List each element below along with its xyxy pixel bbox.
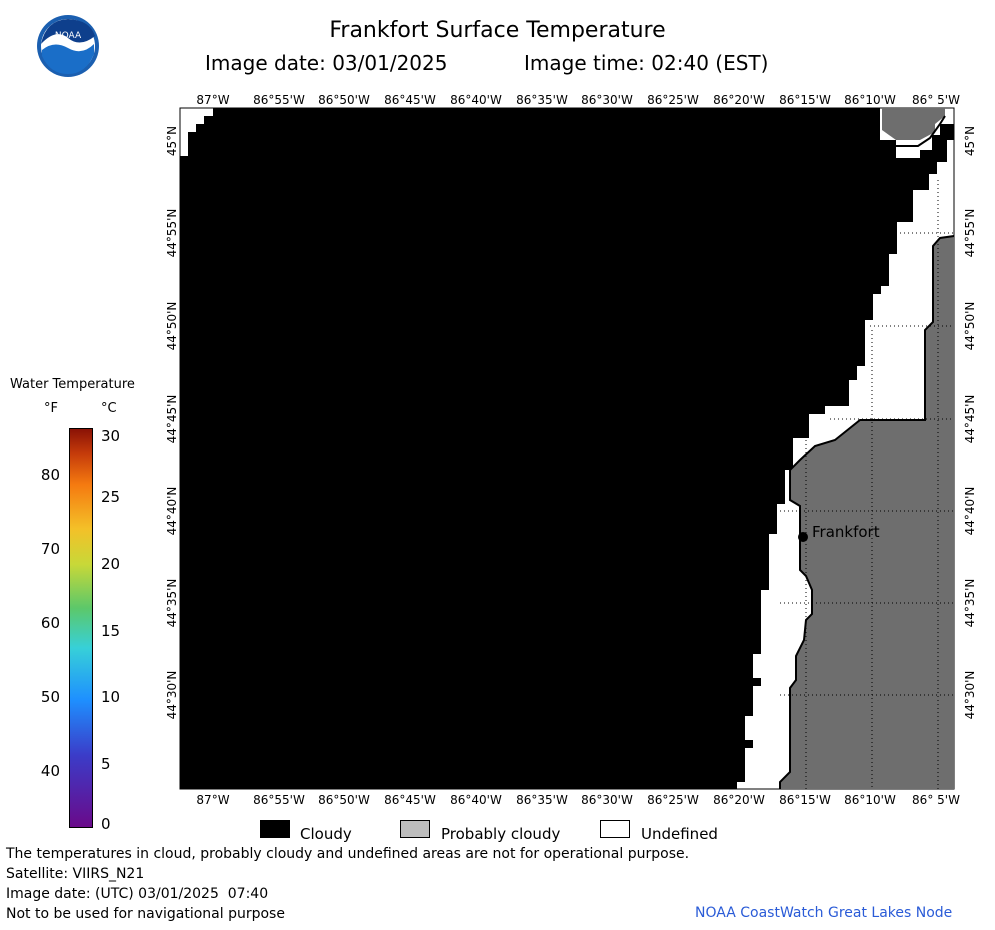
- key-swatch-cloudy: [260, 820, 290, 838]
- unit-fahrenheit: °F: [44, 401, 58, 416]
- lon-label: 86° 5'W: [912, 93, 960, 107]
- lon-label: 86°40'W: [450, 793, 502, 807]
- lat-label: 44°30'N: [963, 671, 977, 720]
- c-tick: 30: [101, 427, 121, 445]
- shoreline: [779, 235, 955, 789]
- f-tick: 40: [40, 762, 60, 780]
- key-label-undefined: Undefined: [641, 825, 718, 843]
- lon-label: 87°W: [196, 793, 229, 807]
- lon-label: 86°40'W: [450, 93, 502, 107]
- key-swatch-probably-cloudy: [400, 820, 430, 838]
- lon-label: 86°10'W: [844, 93, 896, 107]
- c-tick: 20: [101, 555, 121, 573]
- image-date: Image date: 03/01/2025: [205, 51, 448, 75]
- lon-label: 86°55'W: [253, 793, 305, 807]
- lon-label: 86°20'W: [713, 93, 765, 107]
- key-label-probably-cloudy: Probably cloudy: [441, 825, 561, 843]
- f-tick: 60: [40, 614, 60, 632]
- disclaimer-text: The temperatures in cloud, probably clou…: [6, 846, 690, 862]
- lat-label: 44°40'N: [963, 487, 977, 536]
- logo-text: NOAA: [55, 31, 82, 41]
- lat-label: 44°30'N: [165, 671, 179, 720]
- temperature-colorbar: [69, 428, 93, 828]
- cloudy-pixel: [940, 124, 954, 136]
- c-tick: 10: [101, 688, 121, 706]
- image-time: Image time: 02:40 (EST): [524, 51, 769, 75]
- c-tick: 15: [101, 622, 121, 640]
- lon-label: 86°15'W: [779, 793, 831, 807]
- lat-label: 44°40'N: [165, 487, 179, 536]
- lat-label: 44°55'N: [165, 209, 179, 258]
- lon-label: 87°W: [196, 93, 229, 107]
- f-tick: 70: [40, 540, 60, 558]
- f-tick: 50: [40, 688, 60, 706]
- lat-label: 44°50'N: [963, 302, 977, 351]
- lon-label: 86°50'W: [318, 93, 370, 107]
- lon-label: 86°35'W: [516, 93, 568, 107]
- nav-warning-text: Not to be used for navigational purpose: [6, 906, 285, 922]
- credit-text: NOAA CoastWatch Great Lakes Node: [695, 905, 953, 921]
- lat-label: 44°55'N: [963, 209, 977, 258]
- lat-label: 44°45'N: [165, 395, 179, 444]
- lon-labels-top: 87°W 86°55'W 86°50'W 86°45'W 86°40'W 86°…: [196, 93, 960, 107]
- lon-label: 86°10'W: [844, 793, 896, 807]
- lon-labels-bottom: 87°W 86°55'W 86°50'W 86°45'W 86°40'W 86°…: [196, 793, 960, 807]
- c-tick: 25: [101, 488, 121, 506]
- graticule: [780, 180, 954, 789]
- probably-cloudy-area: [882, 108, 945, 140]
- lat-labels-right: 45°N 44°55'N 44°50'N 44°45'N 44°40'N 44°…: [963, 126, 977, 720]
- f-tick: 80: [40, 466, 60, 484]
- lon-label: 86°35'W: [516, 793, 568, 807]
- noaa-logo: NOAA: [37, 15, 99, 77]
- lon-label: 86°15'W: [779, 93, 831, 107]
- cloudy-pixel: [745, 740, 753, 748]
- lat-label: 45°N: [963, 126, 977, 156]
- lon-label: 86°20'W: [713, 793, 765, 807]
- lon-label: 86°30'W: [581, 93, 633, 107]
- map-title: Frankfort Surface Temperature: [329, 18, 666, 43]
- c-tick: 5: [101, 755, 111, 773]
- lat-label: 44°35'N: [165, 579, 179, 628]
- shoreline-north: [896, 115, 946, 147]
- lat-labels-left: 45°N 44°55'N 44°50'N 44°45'N 44°40'N 44°…: [165, 126, 179, 720]
- cloudy-pixel: [753, 678, 761, 686]
- lon-label: 86°25'W: [647, 93, 699, 107]
- frankfort-label: Frankfort: [812, 523, 880, 541]
- satellite-text: Satellite: VIIRS_N21: [6, 866, 145, 882]
- c-tick: 0: [101, 815, 111, 833]
- unit-celsius: °C: [101, 401, 117, 416]
- lat-label: 44°45'N: [963, 395, 977, 444]
- lon-label: 86°45'W: [384, 793, 436, 807]
- frankfort-marker: [798, 532, 808, 542]
- lat-label: 44°35'N: [963, 579, 977, 628]
- lon-label: 86°25'W: [647, 793, 699, 807]
- key-swatch-undefined: [600, 820, 630, 838]
- lon-label: 86°55'W: [253, 93, 305, 107]
- lon-label: 86° 5'W: [912, 793, 960, 807]
- utc-date-text: Image date: (UTC) 03/01/2025 07:40: [6, 886, 269, 902]
- lon-label: 86°50'W: [318, 793, 370, 807]
- legend-title: Water Temperature: [10, 377, 135, 392]
- lon-label: 86°45'W: [384, 93, 436, 107]
- cloudy-area: [180, 108, 954, 789]
- key-label-cloudy: Cloudy: [300, 825, 352, 843]
- lat-label: 44°50'N: [165, 302, 179, 351]
- probably-cloudy-land: [780, 236, 954, 789]
- lon-label: 86°30'W: [581, 793, 633, 807]
- lat-label: 45°N: [165, 126, 179, 156]
